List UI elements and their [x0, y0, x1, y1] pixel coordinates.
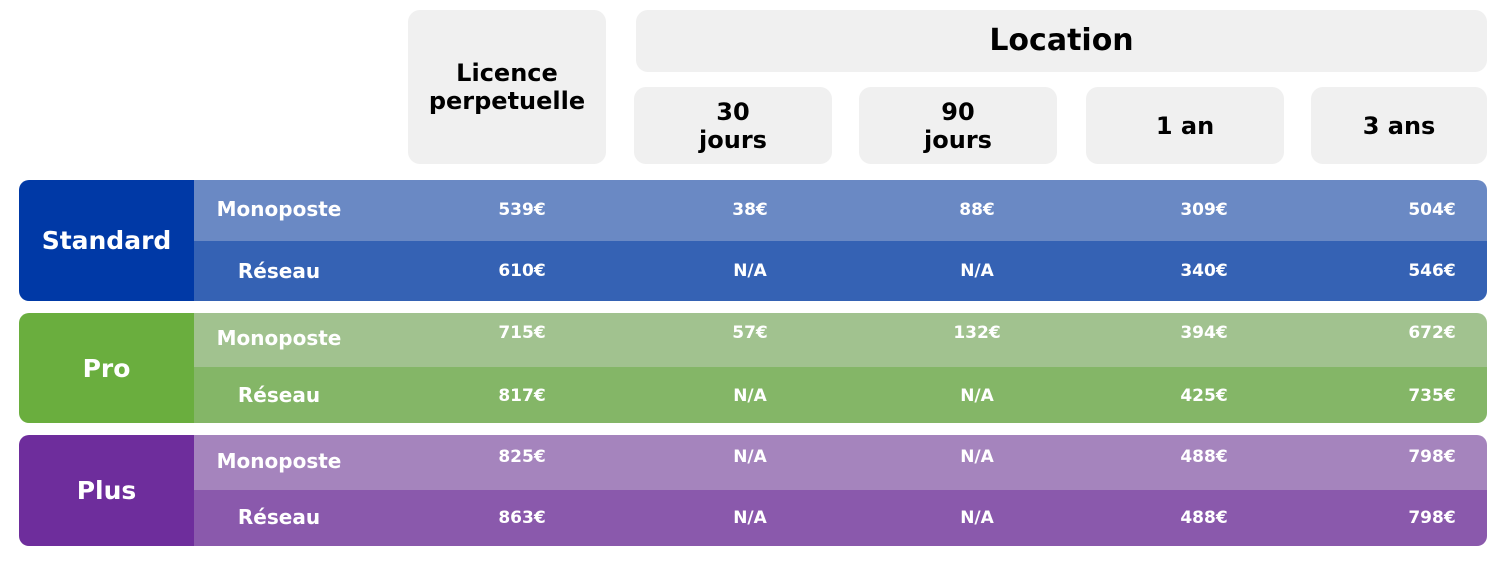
header-licence: Licence perpetuelle — [408, 10, 606, 164]
price-90-jours: N/A — [960, 261, 994, 281]
price-30-jours: N/A — [733, 386, 767, 406]
row-label: Réseau — [237, 505, 321, 529]
price-90-jours: N/A — [960, 386, 994, 406]
price-1-an: 394€ — [1180, 323, 1228, 343]
header-30-jours-text: 30 jours — [699, 97, 767, 154]
price-30-jours: N/A — [733, 261, 767, 281]
row-label: Monoposte — [216, 197, 342, 221]
row-plus-reseau: Réseau 863€ N/A N/A 488€ 798€ — [194, 490, 1487, 546]
header-location: Location — [636, 10, 1487, 72]
row-label: Monoposte — [216, 326, 342, 350]
price-30-jours: N/A — [733, 447, 767, 467]
group-pro: Pro Monoposte 715€ 57€ 132€ 394€ 672€ Ré… — [19, 313, 1487, 423]
price-1-an: 340€ — [1180, 261, 1228, 281]
row-standard-reseau: Réseau 610€ N/A N/A 340€ 546€ — [194, 241, 1487, 301]
tier-plus: Plus — [19, 435, 194, 546]
price-3-ans: 546€ — [1408, 261, 1456, 281]
header-3-ans: 3 ans — [1311, 87, 1487, 164]
price-1-an: 488€ — [1180, 508, 1228, 528]
header-1-an: 1 an — [1086, 87, 1284, 164]
row-plus-monoposte: Monoposte 825€ N/A N/A 488€ 798€ — [194, 435, 1487, 490]
header-90-jours: 90 jours — [859, 87, 1057, 164]
group-plus: Plus Monoposte 825€ N/A N/A 488€ 798€ Ré… — [19, 435, 1487, 546]
price-licence: 817€ — [498, 386, 546, 406]
header-location-text: Location — [989, 23, 1134, 58]
row-standard-monoposte: Monoposte 539€ 38€ 88€ 309€ 504€ — [194, 180, 1487, 241]
header-90-jours-text: 90 jours — [924, 97, 992, 154]
price-licence: 610€ — [498, 261, 546, 281]
tier-pro: Pro — [19, 313, 194, 423]
group-standard: Standard Monoposte 539€ 38€ 88€ 309€ 504… — [19, 180, 1487, 301]
price-3-ans: 504€ — [1408, 200, 1456, 220]
header-3-ans-text: 3 ans — [1362, 111, 1436, 140]
price-30-jours: N/A — [733, 508, 767, 528]
price-3-ans: 672€ — [1408, 323, 1456, 343]
row-label: Réseau — [237, 259, 321, 283]
price-licence: 539€ — [498, 200, 546, 220]
tier-standard: Standard — [19, 180, 194, 301]
price-licence: 863€ — [498, 508, 546, 528]
price-30-jours: 38€ — [732, 200, 768, 220]
price-30-jours: 57€ — [732, 323, 768, 343]
price-90-jours: N/A — [960, 508, 994, 528]
price-3-ans: 798€ — [1408, 447, 1456, 467]
header-licence-text: Licence perpetuelle — [428, 59, 586, 115]
header-30-jours: 30 jours — [634, 87, 832, 164]
price-90-jours: 88€ — [959, 200, 995, 220]
price-90-jours: N/A — [960, 447, 994, 467]
row-pro-monoposte: Monoposte 715€ 57€ 132€ 394€ 672€ — [194, 313, 1487, 367]
price-1-an: 488€ — [1180, 447, 1228, 467]
price-3-ans: 735€ — [1408, 386, 1456, 406]
price-1-an: 309€ — [1180, 200, 1228, 220]
row-label: Réseau — [237, 383, 321, 407]
price-90-jours: 132€ — [953, 323, 1001, 343]
price-3-ans: 798€ — [1408, 508, 1456, 528]
row-pro-reseau: Réseau 817€ N/A N/A 425€ 735€ — [194, 367, 1487, 423]
price-licence: 825€ — [498, 447, 546, 467]
price-licence: 715€ — [498, 323, 546, 343]
header-1-an-text: 1 an — [1155, 111, 1215, 140]
price-1-an: 425€ — [1180, 386, 1228, 406]
row-label: Monoposte — [216, 449, 342, 473]
